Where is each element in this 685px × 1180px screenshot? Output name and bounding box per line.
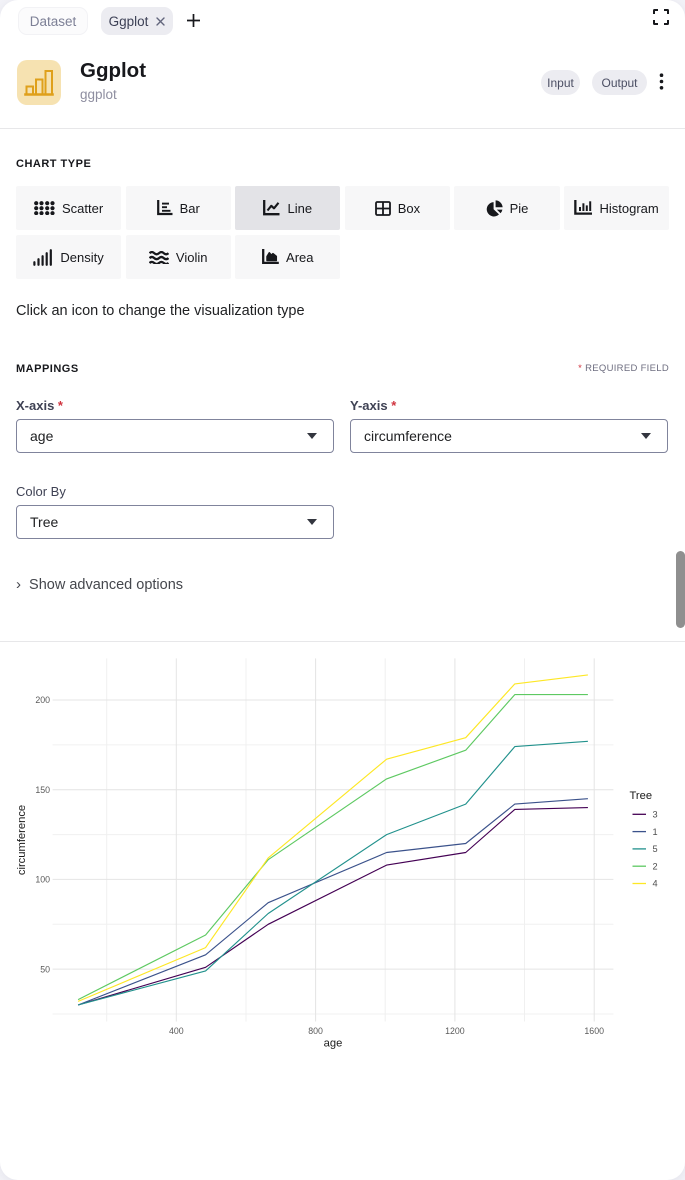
svg-text:400: 400 [169, 1026, 184, 1036]
svg-text:150: 150 [35, 785, 50, 795]
svg-text:2: 2 [653, 861, 658, 871]
svg-text:circumference: circumference [16, 805, 28, 875]
svg-text:5: 5 [653, 844, 658, 854]
svg-text:1200: 1200 [445, 1026, 465, 1036]
svg-text:200: 200 [35, 695, 50, 705]
svg-text:50: 50 [40, 964, 50, 974]
svg-text:4: 4 [653, 879, 658, 889]
svg-text:1: 1 [653, 827, 658, 837]
svg-text:100: 100 [35, 875, 50, 885]
svg-text:1600: 1600 [584, 1026, 604, 1036]
svg-text:Tree: Tree [630, 790, 653, 802]
svg-text:800: 800 [308, 1026, 323, 1036]
svg-text:3: 3 [653, 810, 658, 820]
svg-text:age: age [324, 1038, 343, 1050]
